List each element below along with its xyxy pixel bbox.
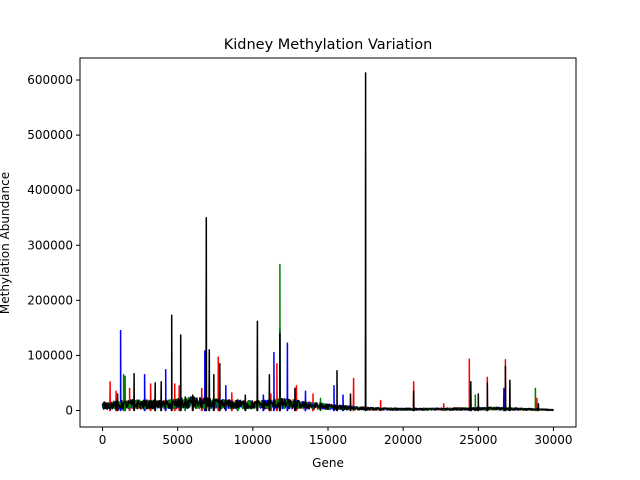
x-tick-label: 0 <box>99 433 107 447</box>
plot-frame <box>79 57 577 428</box>
y-axis-label: Methylation Abundance <box>0 172 12 314</box>
x-tick-label: 20000 <box>384 433 422 447</box>
x-axis-label: Gene <box>312 456 344 470</box>
y-tick-label: 300000 <box>27 238 73 252</box>
x-axis-ticks: 0 5000 10000 15000 20000 25000 30000 <box>99 427 573 447</box>
y-tick-label: 400000 <box>27 183 73 197</box>
x-tick-label: 25000 <box>459 433 497 447</box>
chart-title: Kidney Methylation Variation <box>224 37 433 53</box>
y-tick-label: 200000 <box>27 293 73 307</box>
y-axis-ticks: 0 100000 200000 300000 400000 500000 600000 <box>27 73 80 417</box>
x-tick-label: 30000 <box>534 433 572 447</box>
x-tick-label: 10000 <box>234 433 272 447</box>
x-tick-label: 5000 <box>162 433 193 447</box>
plot-lines <box>101 72 554 412</box>
y-tick-label: 600000 <box>27 73 73 87</box>
y-tick-label: 100000 <box>27 348 73 362</box>
series-line-3 <box>102 72 554 412</box>
y-tick-label: 500000 <box>27 128 73 142</box>
x-tick-label: 15000 <box>309 433 347 447</box>
y-tick-label: 0 <box>65 403 73 417</box>
